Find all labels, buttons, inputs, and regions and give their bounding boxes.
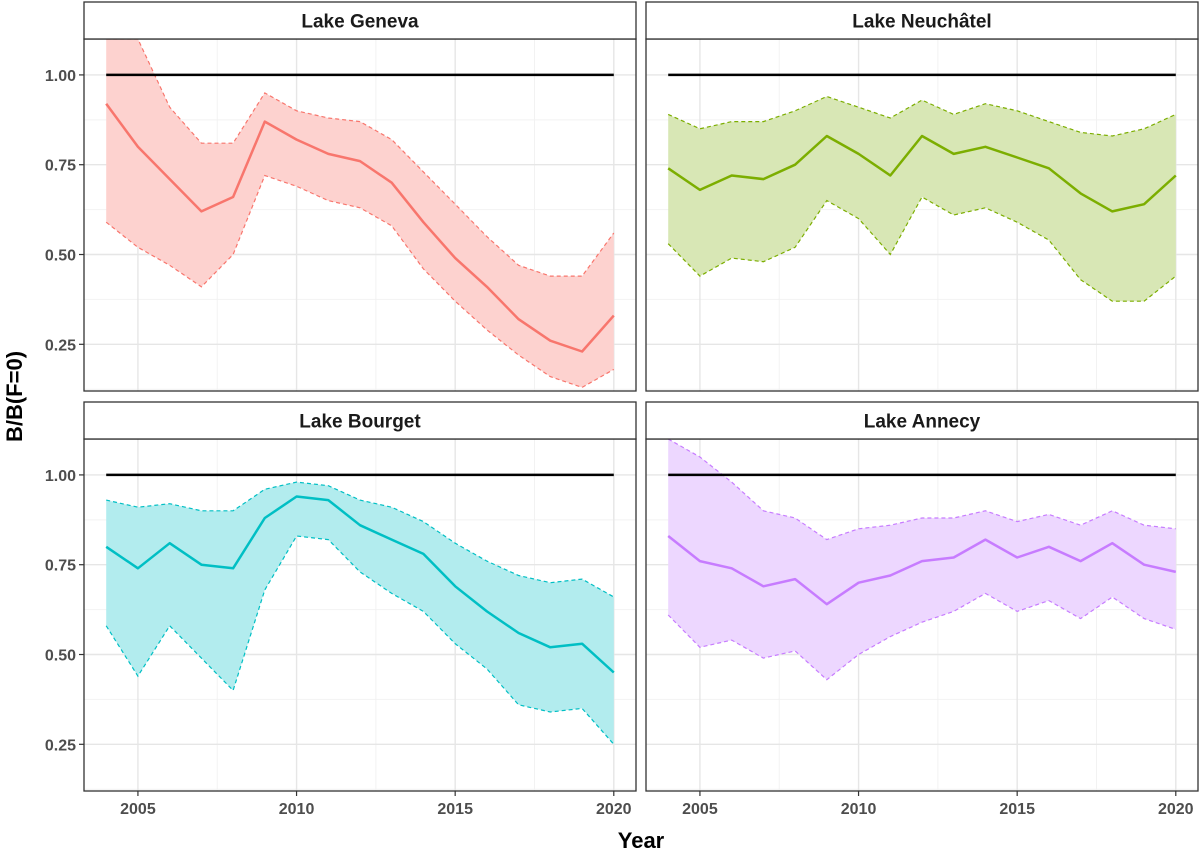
x-tick-label: 2020 (1158, 801, 1194, 818)
y-axis-title: B/B(F=0) (2, 351, 27, 442)
panel-1: Lake Geneva 0.25 0.50 0.75 1.00 (45, 1, 637, 392)
panel-data-layer (667, 439, 1177, 681)
panel-data-layer (105, 473, 615, 745)
y-tick-label: 0.25 (45, 337, 76, 354)
x-axis-title: Year (618, 828, 665, 853)
panel-3: Lake Bourget 0.25 0.50 0.75 1.00 2005 2010 2015… (45, 401, 637, 818)
x-tick-label: 2020 (596, 801, 632, 818)
x-tick-label: 2005 (682, 801, 718, 818)
x-tick-label: 2015 (999, 801, 1035, 818)
y-tick-label: 0.75 (45, 558, 76, 575)
confidence-band (106, 482, 614, 745)
series-line (667, 535, 1177, 606)
y-tick-label: 1.00 (45, 468, 76, 485)
confidence-band (106, 39, 614, 388)
facet-strip-label: Lake Annecy (864, 412, 981, 433)
y-tick-label: 0.75 (45, 158, 76, 175)
y-tick-label: 0.50 (45, 248, 76, 265)
facet-strip (83, 401, 637, 440)
series-line (105, 102, 615, 353)
x-tick-label: 2015 (437, 801, 473, 818)
facet-strip (645, 401, 1199, 440)
upper-bound-line (667, 95, 1177, 137)
facet-strip-label: Lake Geneva (301, 12, 419, 33)
x-tick-label: 2005 (120, 801, 156, 818)
facet-strip-label: Lake Neuchâtel (852, 12, 991, 33)
panel-2: Lake Neuchâtel (645, 1, 1199, 392)
x-tick-label: 2010 (841, 801, 877, 818)
lower-bound-line (105, 174, 615, 389)
y-tick-label: 1.00 (45, 68, 76, 85)
y-tick-label: 0.50 (45, 648, 76, 665)
confidence-band (668, 439, 1176, 680)
upper-bound-line (106, 39, 615, 277)
series-line (667, 134, 1177, 213)
upper-bound-line (106, 481, 615, 598)
facet-strip-label: Lake Bourget (299, 412, 421, 433)
x-tick-label: 2010 (279, 801, 315, 818)
panel-data-layer (105, 39, 615, 389)
series-line (105, 495, 615, 674)
panel-data-layer (667, 73, 1177, 302)
facet-strip (83, 1, 637, 40)
y-tick-label: 0.25 (45, 737, 76, 754)
lower-bound-line (667, 592, 1176, 681)
upper-bound-line (667, 439, 1176, 541)
panel-4: Lake Annecy 2005 2010 2015 2020 (645, 401, 1199, 818)
lower-bound-line (105, 535, 615, 745)
facet-strip (645, 1, 1199, 40)
confidence-band (668, 96, 1176, 302)
